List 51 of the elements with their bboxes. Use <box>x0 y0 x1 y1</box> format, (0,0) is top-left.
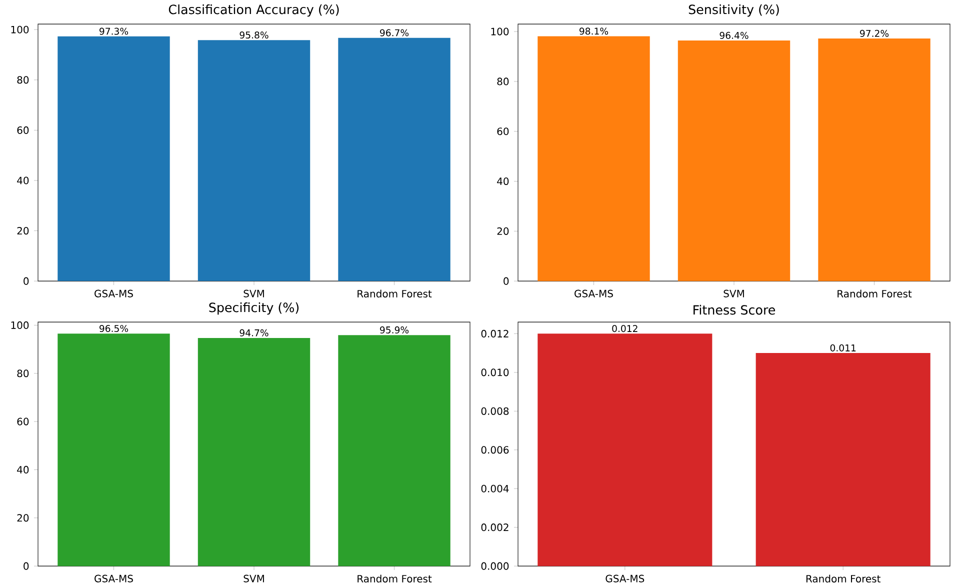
y-tick-label: 0 <box>504 277 509 285</box>
y-tick-label: 0.004 <box>481 484 509 492</box>
y-tick-label: 60 <box>17 418 29 426</box>
y-tick-label: 0.010 <box>481 368 509 376</box>
y-tick-label: 80 <box>497 78 509 86</box>
data-label: 96.4% <box>720 32 748 39</box>
y-tick-label: 0.008 <box>481 407 509 415</box>
y-tick-label: 100 <box>11 26 29 34</box>
data-label: 94.7% <box>240 329 268 336</box>
y-tick-label: 0.006 <box>481 446 509 454</box>
data-label: 0.011 <box>830 344 856 352</box>
data-label: 96.5% <box>100 324 128 332</box>
y-tick-label: 0.002 <box>481 524 508 532</box>
x-tick-label: GSA-MS <box>574 290 613 298</box>
y-tick-label: 100 <box>11 321 29 329</box>
x-tick-label: Random Forest <box>806 574 880 582</box>
y-tick-label: 20 <box>17 226 29 235</box>
x-tick-label: SVM <box>244 574 264 582</box>
x-tick-label: GSA-MS <box>606 574 644 582</box>
data-label: 95.9% <box>380 326 409 334</box>
y-tick-label: 60 <box>497 128 509 136</box>
x-tick-label: Random Forest <box>358 574 432 582</box>
y-tick-label: 40 <box>17 176 29 184</box>
y-tick-label: 0 <box>24 277 29 285</box>
chart-title: Specificity (%) <box>209 302 299 315</box>
data-label: 96.7% <box>380 29 409 36</box>
y-tick-label: 0.000 <box>481 562 509 570</box>
y-tick-label: 20 <box>17 514 29 522</box>
x-tick-label: Random Forest <box>838 290 912 298</box>
y-tick-label: 100 <box>491 28 509 36</box>
chart-title: Fitness Score <box>694 304 776 315</box>
data-label: 98.1% <box>580 28 608 35</box>
y-tick-label: 60 <box>17 126 29 134</box>
y-tick-label: 80 <box>17 370 29 378</box>
x-tick-label: SVM <box>724 290 744 298</box>
data-label: 97.2% <box>860 30 889 37</box>
x-tick-label: GSA-MS <box>94 574 133 582</box>
chart-title: Classification Accuracy (%) <box>168 4 339 17</box>
y-tick-label: 40 <box>17 466 29 474</box>
x-tick-label: GSA-MS <box>94 290 133 298</box>
y-tick-label: 0 <box>24 562 29 570</box>
chart-title: Sensitivity (%) <box>688 4 779 17</box>
y-tick-label: 20 <box>497 227 509 235</box>
y-tick-label: 80 <box>17 76 29 84</box>
x-tick-label: Random Forest <box>358 290 432 298</box>
data-label: 0.012 <box>612 324 638 332</box>
y-tick-label: 0.012 <box>481 330 508 338</box>
data-label: 97.3% <box>100 28 128 35</box>
y-tick-label: 40 <box>497 177 509 186</box>
x-tick-label: SVM <box>244 290 264 298</box>
data-label: 95.8% <box>240 31 268 39</box>
